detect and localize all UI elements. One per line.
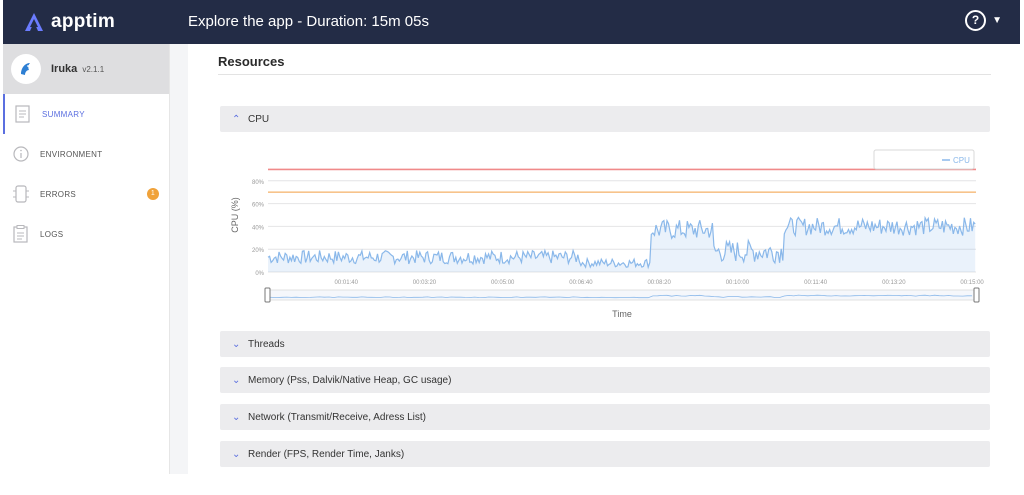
panel-network[interactable]: ⌄ Network (Transmit/Receive, Adress List… (220, 404, 990, 430)
help-menu[interactable]: ? ▼ (965, 10, 1002, 31)
sidebar-item-label: ENVIRONMENT (40, 149, 103, 159)
errors-count-badge: 1 (147, 188, 159, 200)
panel-render[interactable]: ⌄ Render (FPS, Render Time, Janks) (220, 441, 990, 467)
y-tick-label: 20% (252, 248, 265, 254)
x-tick-label: 00:06:40 (569, 280, 593, 286)
panel-label: Memory (Pss, Dalvik/Native Heap, GC usag… (248, 374, 452, 386)
chevron-down-icon[interactable]: ⌄ (232, 338, 241, 350)
caret-down-icon[interactable]: ▼ (992, 15, 1002, 26)
legend-box (873, 149, 975, 170)
chevron-down-icon[interactable]: ⌄ (232, 374, 241, 386)
sidebar-item-summary[interactable]: SUMMARY (3, 94, 169, 134)
summary-icon (13, 104, 33, 124)
help-icon[interactable]: ? (965, 10, 987, 31)
y-axis-label: CPU (%) (230, 197, 240, 233)
brand-name: apptim (51, 11, 116, 32)
info-icon (11, 144, 31, 164)
cpu-chart-svg: 0% 20% 40% 60% 80% CPU (%) 00:01:40 00:03:20 00:… (230, 149, 984, 319)
app-card: Iruka v2.1.1 (3, 44, 169, 94)
panel-threads[interactable]: ⌄ Threads (220, 331, 990, 357)
dolphin-icon (21, 63, 30, 75)
sidebar-item-label: LOGS (40, 229, 64, 239)
cpu-series-area (268, 217, 976, 272)
chevron-up-icon[interactable]: ⌃ (232, 113, 241, 125)
x-tick-label: 00:11:40 (804, 280, 828, 286)
panel-label: CPU (248, 113, 270, 125)
x-tick-label: 00:15:00 (960, 280, 984, 286)
top-bar: apptim Explore the app - Duration: 15m 0… (3, 0, 1020, 44)
zoom-navigator-series (267, 294, 973, 299)
chevron-down-icon[interactable]: ⌄ (232, 411, 241, 423)
sidebar: Iruka v2.1.1 SUMMARY ENVIRONMENT ERRORS … (3, 44, 170, 474)
cpu-series-line (267, 215, 976, 270)
page-title: Resources (218, 54, 285, 69)
x-tick-label: 00:01:40 (335, 280, 359, 286)
panel-cpu[interactable]: ⌃ CPU (220, 106, 990, 132)
session-title: Explore the app - Duration: 15m 05s (188, 13, 429, 30)
y-tick-label: 0% (255, 271, 264, 277)
x-tick-label: 00:13:20 (882, 280, 906, 286)
apptim-logo-icon (25, 13, 43, 31)
y-tick-label: 80% (252, 180, 265, 186)
app-name: Iruka v2.1.1 (51, 63, 104, 75)
chevron-down-icon[interactable]: ⌄ (232, 448, 241, 460)
x-tick-label: 00:03:20 (413, 280, 437, 286)
app-avatar (11, 54, 41, 84)
x-tick-label: 00:08:20 (647, 280, 671, 286)
sidebar-item-errors[interactable]: ERRORS 1 (3, 174, 169, 214)
title-divider (218, 74, 991, 75)
panel-label: Network (Transmit/Receive, Adress List) (248, 411, 427, 423)
panel-memory[interactable]: ⌄ Memory (Pss, Dalvik/Native Heap, GC us… (220, 367, 990, 393)
sidebar-item-label: ERRORS (40, 189, 77, 199)
panel-label: Threads (248, 338, 285, 350)
sidebar-item-label: SUMMARY (42, 109, 85, 119)
zoom-navigator (267, 289, 977, 301)
panel-label: Render (FPS, Render Time, Janks) (248, 448, 405, 460)
x-tick-label: 00:05:00 (491, 280, 515, 286)
y-tick-label: 40% (252, 225, 265, 231)
errors-icon (11, 184, 31, 204)
x-axis-label: Time (612, 309, 632, 319)
main-content: Resources ⌃ CPU 0% 20% 40% 60% 80% CPU (%) 00:… (188, 44, 1020, 474)
apptim-logo[interactable]: apptim (23, 11, 115, 33)
app-version: v2.1.1 (82, 65, 105, 74)
zoom-handle-right[interactable] (973, 287, 980, 303)
logs-icon (11, 224, 31, 244)
legend-label: CPU (953, 156, 970, 165)
cpu-chart: 0% 20% 40% 60% 80% CPU (%) 00:01:40 00:03:20 00:… (220, 140, 990, 324)
bottom-strip (3, 474, 1020, 495)
zoom-handle-left[interactable] (264, 287, 271, 303)
app-name-label: Iruka (51, 63, 78, 75)
content-gutter (170, 44, 188, 474)
x-tick-label: 00:10:00 (726, 280, 750, 286)
y-tick-label: 60% (252, 203, 265, 209)
sidebar-item-environment[interactable]: ENVIRONMENT (3, 134, 169, 174)
sidebar-item-logs[interactable]: LOGS (3, 214, 169, 254)
